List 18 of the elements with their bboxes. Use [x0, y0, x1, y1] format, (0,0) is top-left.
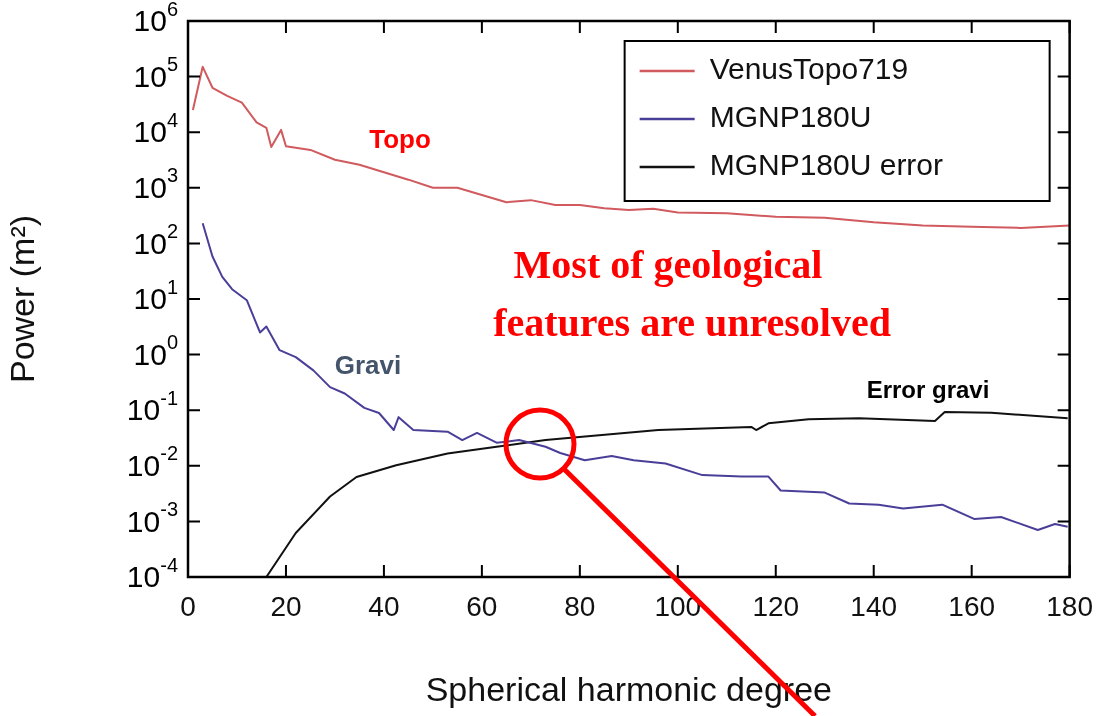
annotation: Topo	[369, 124, 431, 155]
annotation: features are unresolved	[493, 300, 891, 346]
x-tick-label: 80	[564, 590, 596, 622]
annotation: Gravi	[334, 350, 402, 381]
legend-label: VenusTopo719	[709, 52, 909, 86]
x-tick-label: 120	[752, 590, 800, 622]
x-tick-label: 40	[368, 590, 400, 622]
x-tick-label: 60	[466, 590, 498, 622]
legend-label: MGNP180U error	[709, 148, 944, 182]
x-tick-label: 160	[948, 590, 996, 622]
annotation: Most of geological	[513, 242, 823, 288]
x-tick-label: 140	[850, 590, 898, 622]
y-axis-title: Power (m²)	[2, 214, 41, 384]
x-tick-label: 180	[1046, 590, 1093, 622]
x-tick-label: 20	[270, 590, 302, 622]
annotation: Error gravi	[866, 375, 990, 403]
legend-label: MGNP180U	[709, 100, 872, 134]
x-tick-label: 0	[180, 590, 196, 622]
